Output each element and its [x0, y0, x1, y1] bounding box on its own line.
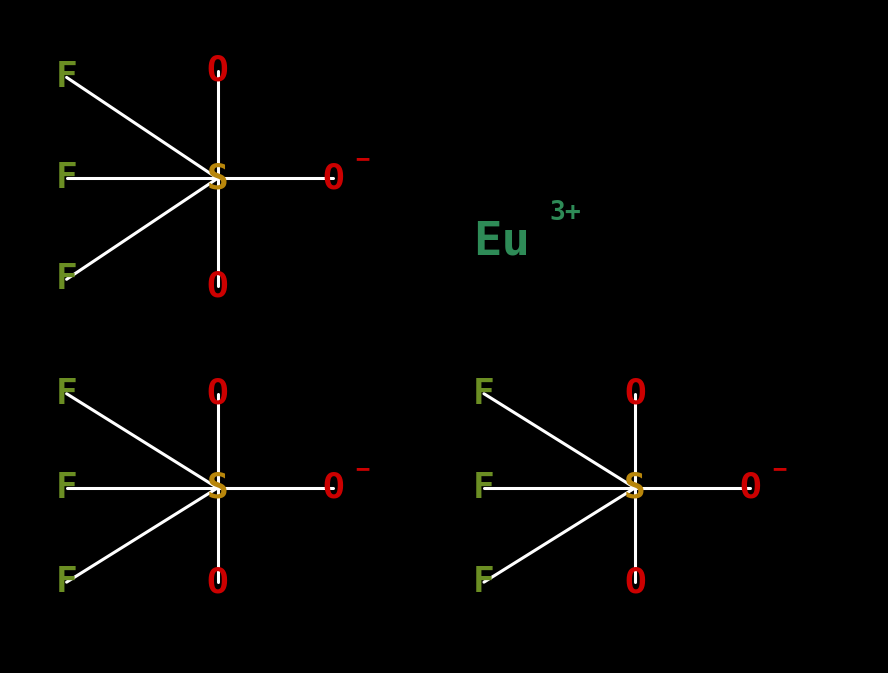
Text: 3+: 3+	[550, 200, 582, 225]
Text: F: F	[56, 61, 77, 94]
Text: O: O	[207, 269, 228, 303]
Text: O: O	[207, 54, 228, 87]
Text: Eu: Eu	[473, 220, 530, 264]
Text: −: −	[355, 147, 369, 172]
Text: O: O	[624, 565, 646, 599]
Text: F: F	[473, 471, 495, 505]
Text: −: −	[355, 457, 369, 481]
Text: −: −	[773, 457, 787, 481]
Text: F: F	[473, 565, 495, 599]
Text: F: F	[56, 471, 77, 505]
Text: S: S	[207, 471, 228, 505]
Text: S: S	[624, 471, 646, 505]
Text: O: O	[740, 471, 761, 505]
Text: F: F	[56, 162, 77, 195]
Text: O: O	[624, 377, 646, 411]
Text: F: F	[473, 377, 495, 411]
Text: S: S	[207, 162, 228, 195]
Text: O: O	[322, 162, 344, 195]
Text: F: F	[56, 565, 77, 599]
Text: O: O	[322, 471, 344, 505]
Text: F: F	[56, 377, 77, 411]
Text: F: F	[56, 262, 77, 296]
Text: O: O	[207, 565, 228, 599]
Text: O: O	[207, 377, 228, 411]
